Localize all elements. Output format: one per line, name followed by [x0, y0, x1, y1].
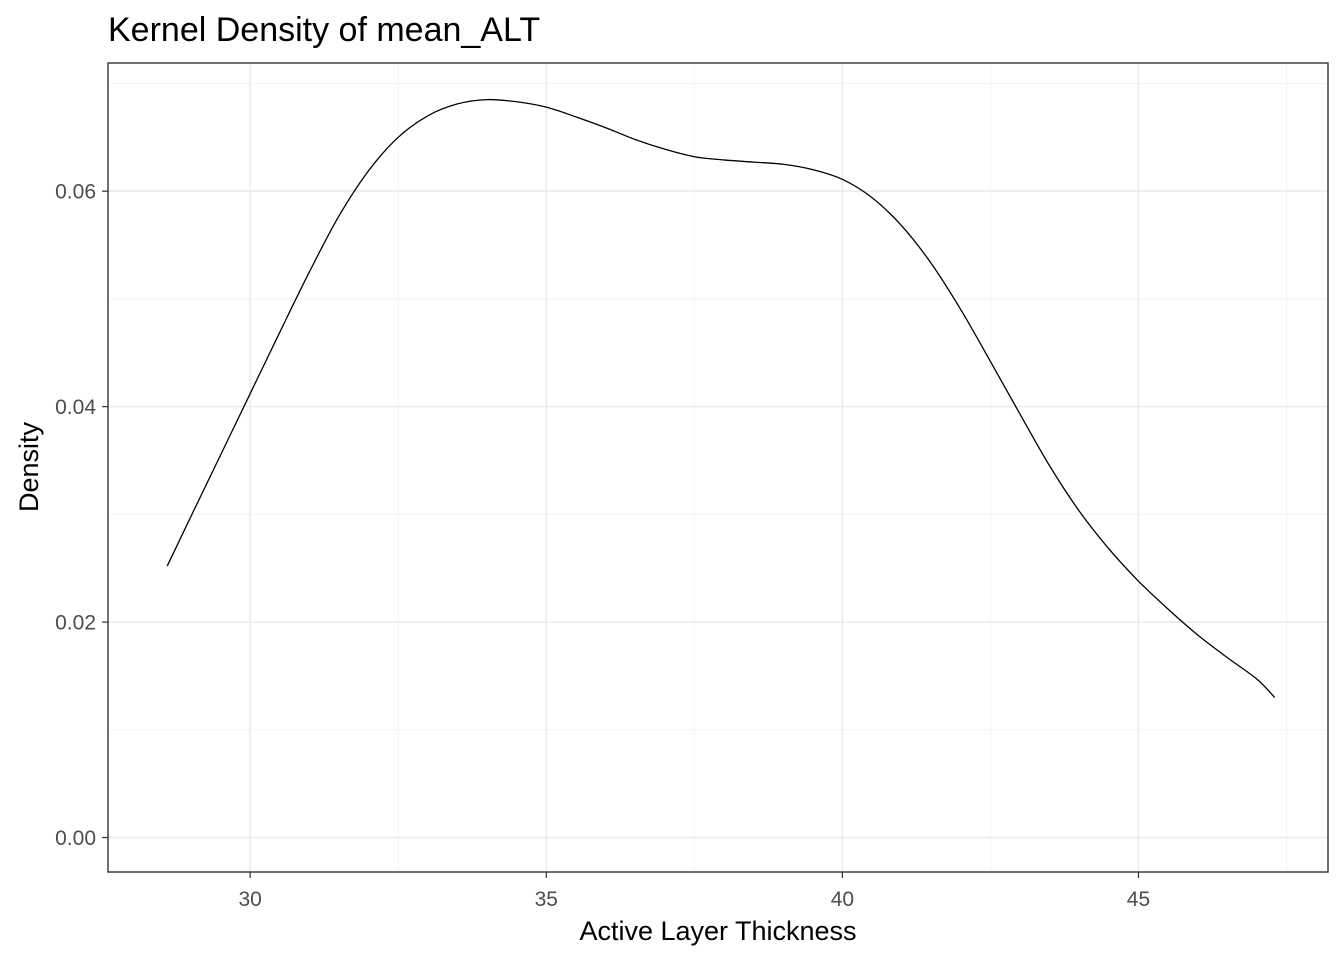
y-axis-ticks: 0.00 0.02 0.04 0.06	[55, 181, 108, 850]
x-tick-label: 30	[238, 888, 261, 911]
x-tick-label: 35	[535, 888, 558, 911]
y-tick-label: 0.00	[55, 827, 96, 850]
panel-border	[107, 62, 1329, 873]
density-curve	[166, 98, 1276, 698]
y-tick-label: 0.02	[55, 612, 96, 635]
major-grid	[108, 63, 1328, 872]
y-axis-title: Density	[14, 421, 44, 512]
x-tick-label: 40	[831, 888, 854, 911]
y-tick-label: 0.04	[55, 396, 96, 419]
x-axis-title: Active Layer Thickness	[579, 916, 856, 946]
minor-grid	[108, 63, 1328, 872]
x-tick-label: 45	[1127, 888, 1150, 911]
chart-title: Kernel Density of mean_ALT	[108, 11, 540, 49]
x-axis-ticks: 30 35 40 45	[238, 872, 1150, 911]
y-tick-label: 0.06	[55, 181, 96, 204]
